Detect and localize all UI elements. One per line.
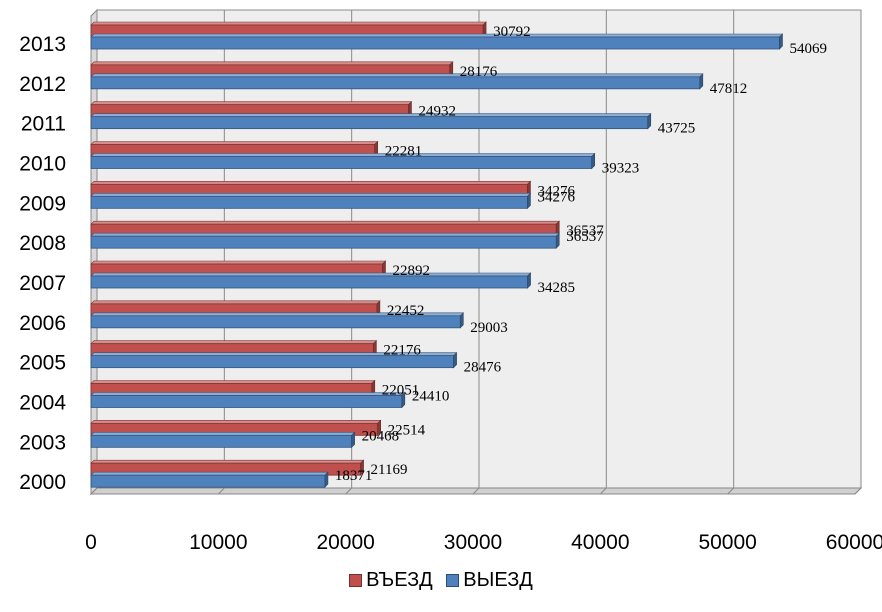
legend-label-exit: ВЫЕЗД <box>463 569 533 591</box>
data-label-exit: 20468 <box>362 428 400 444</box>
category-label: 2005 <box>19 352 66 375</box>
data-label-entry: 36537 <box>566 223 604 239</box>
data-label-exit: 24410 <box>412 389 450 405</box>
data-label-exit: 47812 <box>710 81 748 97</box>
data-label-entry: 34276 <box>537 183 575 199</box>
bar-exit-2003 <box>90 431 356 449</box>
category-label: 2013 <box>19 33 66 56</box>
gridline-floor <box>599 487 607 495</box>
bar-exit-2012 <box>90 73 704 90</box>
gridline-floor <box>727 487 735 495</box>
x-tick-label: 60000 <box>826 531 882 554</box>
bar-exit-2005 <box>90 351 458 369</box>
data-label-entry: 24932 <box>418 104 456 120</box>
data-label-exit: 28476 <box>464 360 502 376</box>
data-label-exit: 34276 <box>537 189 575 205</box>
category-label: 2011 <box>21 113 66 136</box>
data-label-entry: 28176 <box>460 64 498 80</box>
category-label: 2012 <box>19 73 66 96</box>
category-label: 2010 <box>19 153 66 176</box>
gridline-floor <box>217 487 225 495</box>
bar-exit-2008 <box>90 232 560 249</box>
x-tick-labels: 0 10000 20000 30000 40000 50000 60000 <box>85 531 882 554</box>
category-label: 2004 <box>19 392 66 415</box>
category-label: 2009 <box>19 192 66 215</box>
category-label: 2003 <box>19 431 66 454</box>
data-label-entry: 22051 <box>382 383 420 399</box>
legend: ВЪЕЗД ВЫЕЗД <box>0 569 882 593</box>
data-label-entry: 22452 <box>387 303 425 319</box>
bar-exit-2000 <box>90 471 329 488</box>
data-label-exit: 18371 <box>335 468 373 484</box>
legend-swatch-entry <box>349 574 363 587</box>
legend-swatch-exit <box>446 574 460 587</box>
x-tick-label: 0 <box>85 531 97 554</box>
bar-exit-2011 <box>90 112 652 130</box>
data-label-exit: 29003 <box>470 320 508 336</box>
gridline-floor <box>90 487 98 495</box>
data-label-exit: 34285 <box>538 280 576 296</box>
gridline-floor <box>345 487 353 495</box>
gridline-floor <box>854 487 862 495</box>
gridline-floor <box>472 487 480 495</box>
category-label: 2006 <box>19 312 66 335</box>
x-tick-label: 30000 <box>444 531 502 554</box>
data-label-entry: 22281 <box>385 144 423 160</box>
bar-exit-2004 <box>90 391 406 409</box>
data-label-exit: 54069 <box>789 41 827 57</box>
bar-exit-2009 <box>90 192 532 210</box>
x-tick-label: 40000 <box>571 531 629 554</box>
x-tick-label: 20000 <box>316 531 374 554</box>
category-label: 2007 <box>19 272 66 295</box>
bar-exit-2007 <box>90 272 532 289</box>
data-label-exit: 36537 <box>566 229 604 245</box>
data-label-exit: 43725 <box>658 121 696 137</box>
bar-exit-2006 <box>90 312 465 329</box>
data-label-entry: 22514 <box>388 422 426 438</box>
data-label-entry: 21169 <box>371 462 408 478</box>
data-label-entry: 30792 <box>493 24 531 40</box>
data-label-exit: 39323 <box>602 161 640 177</box>
x-tick-label: 50000 <box>698 531 756 554</box>
category-labels: 2000 2003 2004 2005 2006 2007 2008 2009 2010 2011… <box>19 33 66 494</box>
data-label-entry: 22176 <box>383 343 421 359</box>
x-tick-label: 10000 <box>189 531 247 554</box>
category-label: 2008 <box>19 232 66 255</box>
category-label: 2000 <box>19 471 66 494</box>
bar-exit-2010 <box>90 152 596 170</box>
legend-label-entry: ВЪЕЗД <box>366 569 433 591</box>
bar-exit-2013 <box>90 33 784 50</box>
legend-item-entry: ВЪЕЗД <box>349 569 433 592</box>
legend-item-exit: ВЫЕЗД <box>446 569 533 592</box>
gridlines <box>90 10 862 495</box>
data-label-entry: 22892 <box>392 263 430 279</box>
bars <box>90 21 784 488</box>
